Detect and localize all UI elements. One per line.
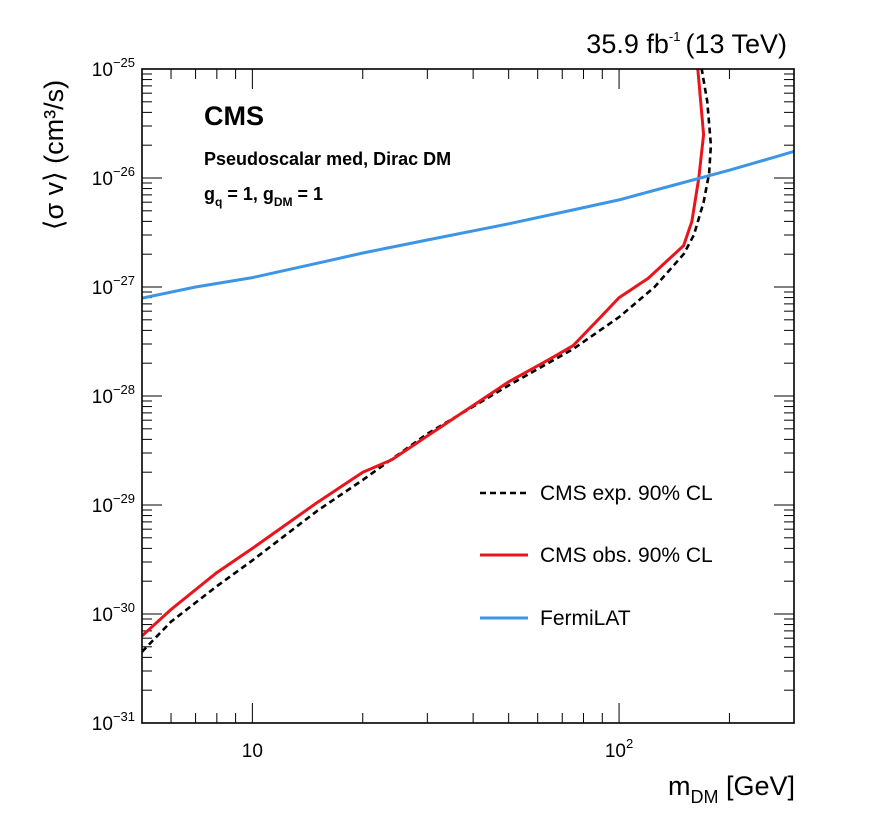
y-tick-label-base: 10 [92,169,113,190]
y-tick-label-base: 10 [92,278,113,299]
y-tick-label: 10−27 [92,273,135,299]
luminosity-label: 35.9 fb-1 (13 TeV) [586,29,787,59]
y-tick-label-exponent: −29 [113,491,135,506]
y-tick-label: 10−28 [92,382,135,408]
x-tick-label: 10 [242,741,263,762]
experiment-label: CMS [204,101,264,131]
x-tick-label: 102 [605,736,633,762]
coupling-g-q: g [204,184,215,204]
y-tick-label-exponent: −31 [113,709,135,724]
model-annotation: Pseudoscalar med, Dirac DM [204,149,451,169]
y-tick-label: 10−25 [92,55,135,81]
y-tick-label-base: 10 [92,60,113,81]
coupling-g-dm: = 1, g [222,184,274,204]
y-axis-label: ⟨σ v⟩ (cm³/s) [39,80,69,230]
legend-label-fermilat: FermiLAT [540,607,631,630]
luminosity-value: 35.9 fb [586,29,669,59]
legend: CMS exp. 90% CL CMS obs. 90% CL FermiLAT [480,482,713,630]
y-tick-label-exponent: −27 [113,273,135,288]
y-tick-label-exponent: −25 [113,55,135,70]
plot-frame [141,68,795,724]
series-lines [142,69,794,653]
y-tick-label-base: 10 [92,605,113,626]
y-tick-label-exponent: −28 [113,382,135,397]
x-axis-label: mDM [GeV] [668,771,795,807]
x-axis-label-subscript: DM [690,787,718,807]
x-tick-label-base: 10 [605,741,626,762]
x-axis-label-main: m [668,771,691,801]
y-tick-label-exponent: −30 [113,600,135,615]
y-tick-label: 10−30 [92,600,135,626]
x-tick-label-exponent: 2 [626,736,633,751]
legend-label-observed: CMS obs. 90% CL [540,544,713,567]
coupling-annotation: gq = 1, gDM = 1 [204,184,323,209]
legend-label-expected: CMS exp. 90% CL [540,482,713,505]
y-tick-label-base: 10 [92,496,113,517]
coupling-dm-subscript: DM [274,195,293,209]
expected-limit-line [142,69,713,653]
coupling-value: = 1 [293,184,324,204]
y-tick-label: 10−29 [92,491,135,517]
fermilat-line [142,150,794,300]
coupling-q-subscript: q [215,195,222,209]
y-tick-label-base: 10 [92,387,113,408]
luminosity-exponent: -1 [669,29,681,44]
y-tick-label: 10−26 [92,164,135,190]
x-tick-label-base: 10 [242,741,263,762]
luminosity-energy: (13 TeV) [685,29,787,59]
y-tick-label-exponent: −26 [113,164,135,179]
observed-limit-line [142,69,706,638]
x-axis-label-unit: [GeV] [718,771,795,801]
y-tick-label-base: 10 [92,714,113,735]
y-tick-label: 10−31 [92,709,135,735]
